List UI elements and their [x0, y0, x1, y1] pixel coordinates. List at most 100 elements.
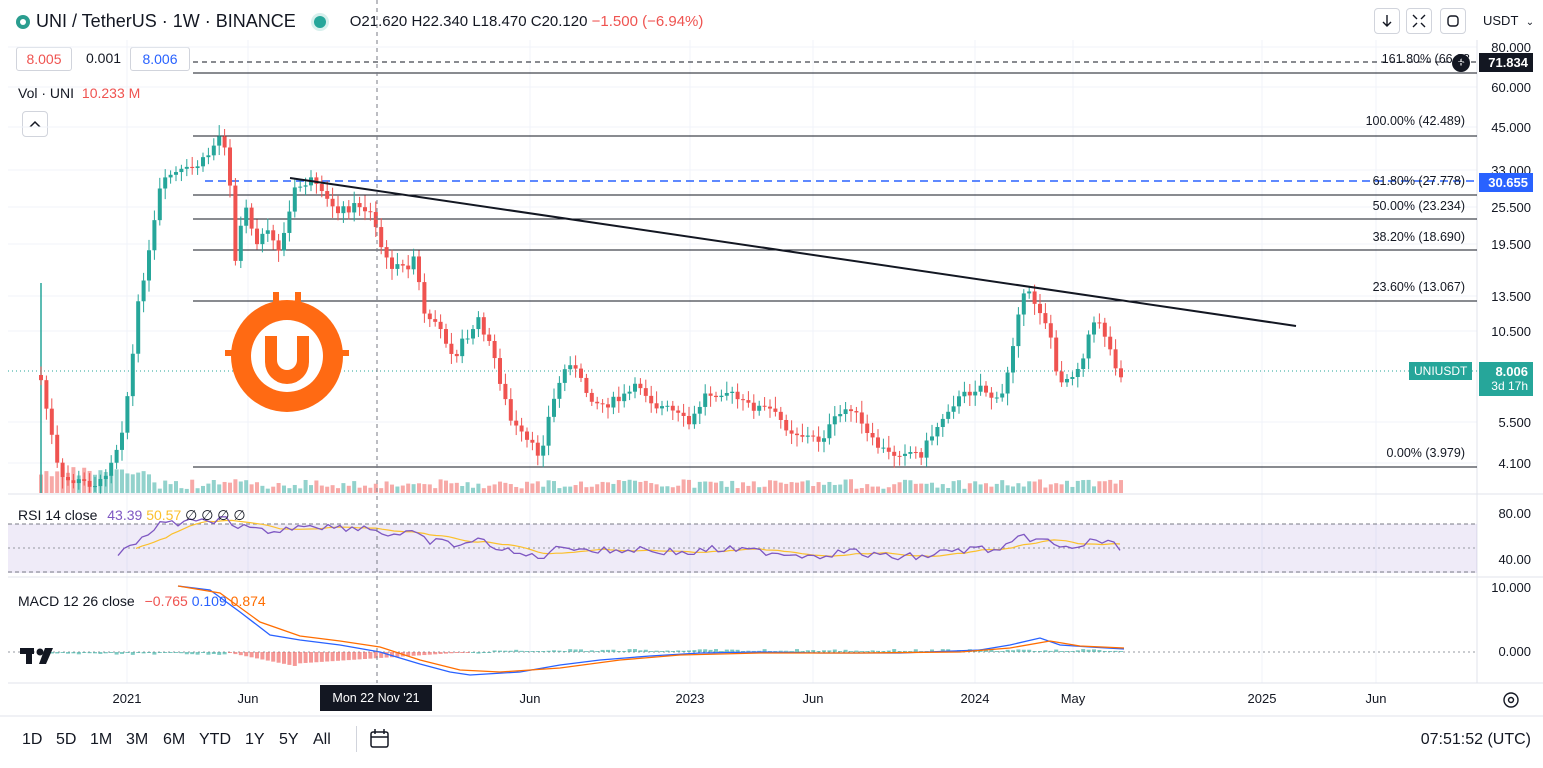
- timeframe-5y[interactable]: 5Y: [279, 731, 299, 748]
- date-range-button[interactable]: [368, 727, 392, 756]
- candle-body: [395, 264, 400, 269]
- candle-body: [417, 256, 421, 283]
- candle-body: [676, 410, 681, 413]
- histogram-bar: [157, 652, 162, 653]
- volume-bar: [751, 481, 756, 493]
- high-value: H22.340: [411, 13, 469, 30]
- timeframe-1y[interactable]: 1Y: [245, 731, 265, 748]
- candle-body: [55, 434, 60, 463]
- volume-bar: [908, 480, 913, 493]
- volume-bar: [417, 483, 421, 493]
- histogram-bar: [1021, 649, 1026, 652]
- volume-bar: [708, 481, 713, 493]
- histogram-bar: [827, 650, 832, 652]
- trendline[interactable]: [289, 177, 1297, 327]
- candle-body: [768, 406, 772, 409]
- candle-body: [1027, 291, 1032, 294]
- currency-selector[interactable]: USDT ⌄: [1477, 8, 1537, 34]
- utc-clock[interactable]: 07:51:52 (UTC): [1420, 731, 1531, 748]
- histogram-bar: [816, 651, 821, 652]
- histogram-bar: [136, 652, 141, 653]
- volume-bar: [859, 488, 864, 493]
- candle-body: [919, 452, 924, 458]
- histogram-bar: [303, 652, 308, 663]
- histogram-bar: [87, 652, 92, 654]
- volume-label: Vol · UNI: [18, 85, 75, 101]
- candle-body: [114, 449, 119, 463]
- volume-bar: [244, 480, 249, 493]
- volume-bar: [352, 481, 357, 493]
- candle-body: [1059, 371, 1064, 383]
- histogram-bar: [1113, 650, 1118, 652]
- histogram-bar: [255, 652, 259, 659]
- histogram-bar: [498, 650, 502, 652]
- volume-bar: [249, 484, 254, 493]
- candle-body: [957, 396, 961, 407]
- add-alert-icon[interactable]: +: [1452, 54, 1470, 72]
- volume-bar: [832, 484, 837, 493]
- candle-body: [184, 166, 189, 169]
- volume-bar: [768, 480, 772, 493]
- histogram-bar: [638, 650, 643, 652]
- candle-body: [946, 411, 951, 419]
- timeframe-all[interactable]: All: [313, 731, 331, 748]
- candle-body: [449, 343, 454, 354]
- volume-bar: [530, 483, 535, 493]
- histogram-bar: [784, 650, 789, 652]
- volume-value: 10.233 M: [81, 85, 141, 101]
- volume-bar: [822, 484, 826, 493]
- timeframe-ytd[interactable]: YTD: [199, 731, 231, 748]
- timeframe-bar: 1D 5D 1M 3M 6M YTD 1Y 5Y All: [22, 731, 343, 749]
- timeframe-3m[interactable]: 3M: [126, 731, 149, 748]
- volume-bar: [805, 480, 810, 493]
- candle-body: [373, 212, 378, 228]
- histogram-bar: [1016, 649, 1021, 652]
- candle-body: [616, 396, 621, 402]
- histogram-bar: [109, 652, 114, 653]
- histogram-bar: [892, 649, 897, 652]
- histogram-bar: [179, 652, 184, 654]
- candle-body: [363, 207, 367, 212]
- timeframe-5d[interactable]: 5D: [56, 731, 77, 748]
- timeframe-6m[interactable]: 6M: [163, 731, 186, 748]
- symbol-title[interactable]: UNI / TetherUS · 1W · BINANCE: [36, 11, 296, 31]
- volume-bar: [994, 483, 999, 493]
- macd-legend: MACD 12 26 close −0.765 0.109 0.874: [18, 593, 266, 609]
- volume-bar: [44, 471, 49, 493]
- histogram-bar: [184, 652, 189, 655]
- volume-bar: [584, 487, 589, 493]
- histogram-bar: [606, 649, 610, 652]
- download-button[interactable]: [1374, 8, 1400, 34]
- timeframe-1m[interactable]: 1M: [90, 731, 113, 748]
- timeframe-1d[interactable]: 1D: [22, 731, 43, 748]
- candle-body: [930, 436, 934, 441]
- market-status-icon[interactable]: [313, 15, 326, 28]
- snapshot-button[interactable]: [1440, 8, 1466, 34]
- collapse-legend-button[interactable]: [22, 111, 48, 137]
- candle-body: [228, 147, 232, 186]
- candle-body: [1075, 368, 1080, 378]
- candle-body: [195, 166, 200, 169]
- candle-body: [951, 406, 956, 412]
- histogram-bar: [368, 652, 373, 659]
- volume-bar: [152, 482, 157, 493]
- volume-bar: [395, 486, 400, 493]
- volume-bar: [649, 483, 654, 493]
- tradingview-logo[interactable]: [20, 648, 53, 664]
- fullscreen-button[interactable]: [1406, 8, 1432, 34]
- volume-bar: [827, 481, 832, 493]
- fib-label-382: 38.20% (18.690): [1372, 230, 1465, 244]
- histogram-bar: [573, 649, 578, 652]
- gear-icon[interactable]: [1503, 692, 1519, 708]
- macd-value: −0.765: [144, 593, 188, 609]
- volume-bar: [595, 484, 600, 493]
- candle-body: [438, 321, 443, 330]
- histogram-bar: [519, 650, 524, 652]
- volume-bar: [400, 485, 405, 493]
- candle-body: [93, 486, 97, 488]
- histogram-bar: [773, 651, 778, 652]
- volume-bar: [757, 487, 762, 493]
- histogram-bar: [530, 651, 535, 652]
- candlestick-series[interactable]: [39, 125, 1123, 494]
